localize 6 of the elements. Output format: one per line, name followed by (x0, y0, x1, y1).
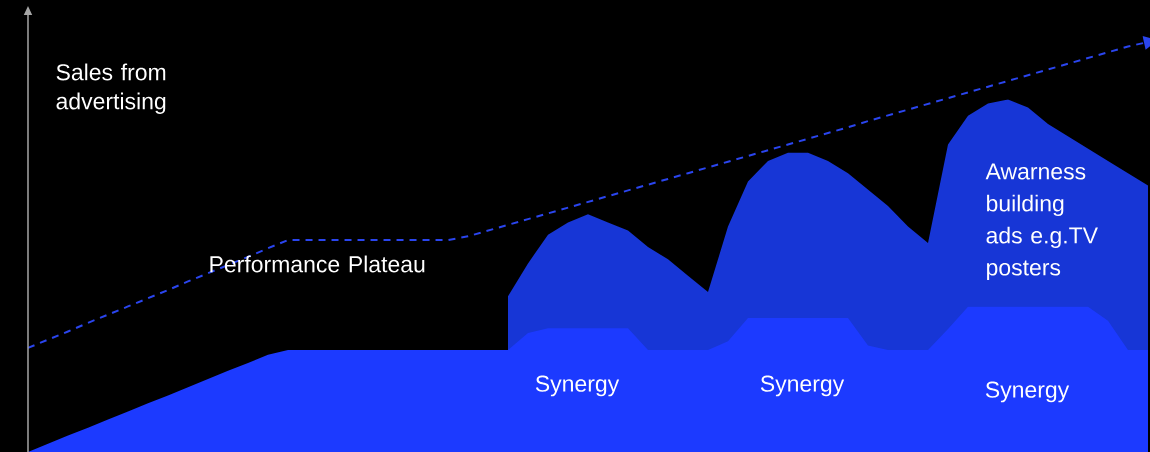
annotation: Synergy (535, 375, 620, 397)
annotation: Awarness building ads e.g.TV posters (985, 163, 1098, 281)
annotation: Performance Plateau (210, 255, 425, 273)
annotation: Synergy (985, 381, 1070, 403)
annotation: Synergy (760, 375, 845, 397)
y-axis-title: Sales from advertising (56, 63, 166, 114)
